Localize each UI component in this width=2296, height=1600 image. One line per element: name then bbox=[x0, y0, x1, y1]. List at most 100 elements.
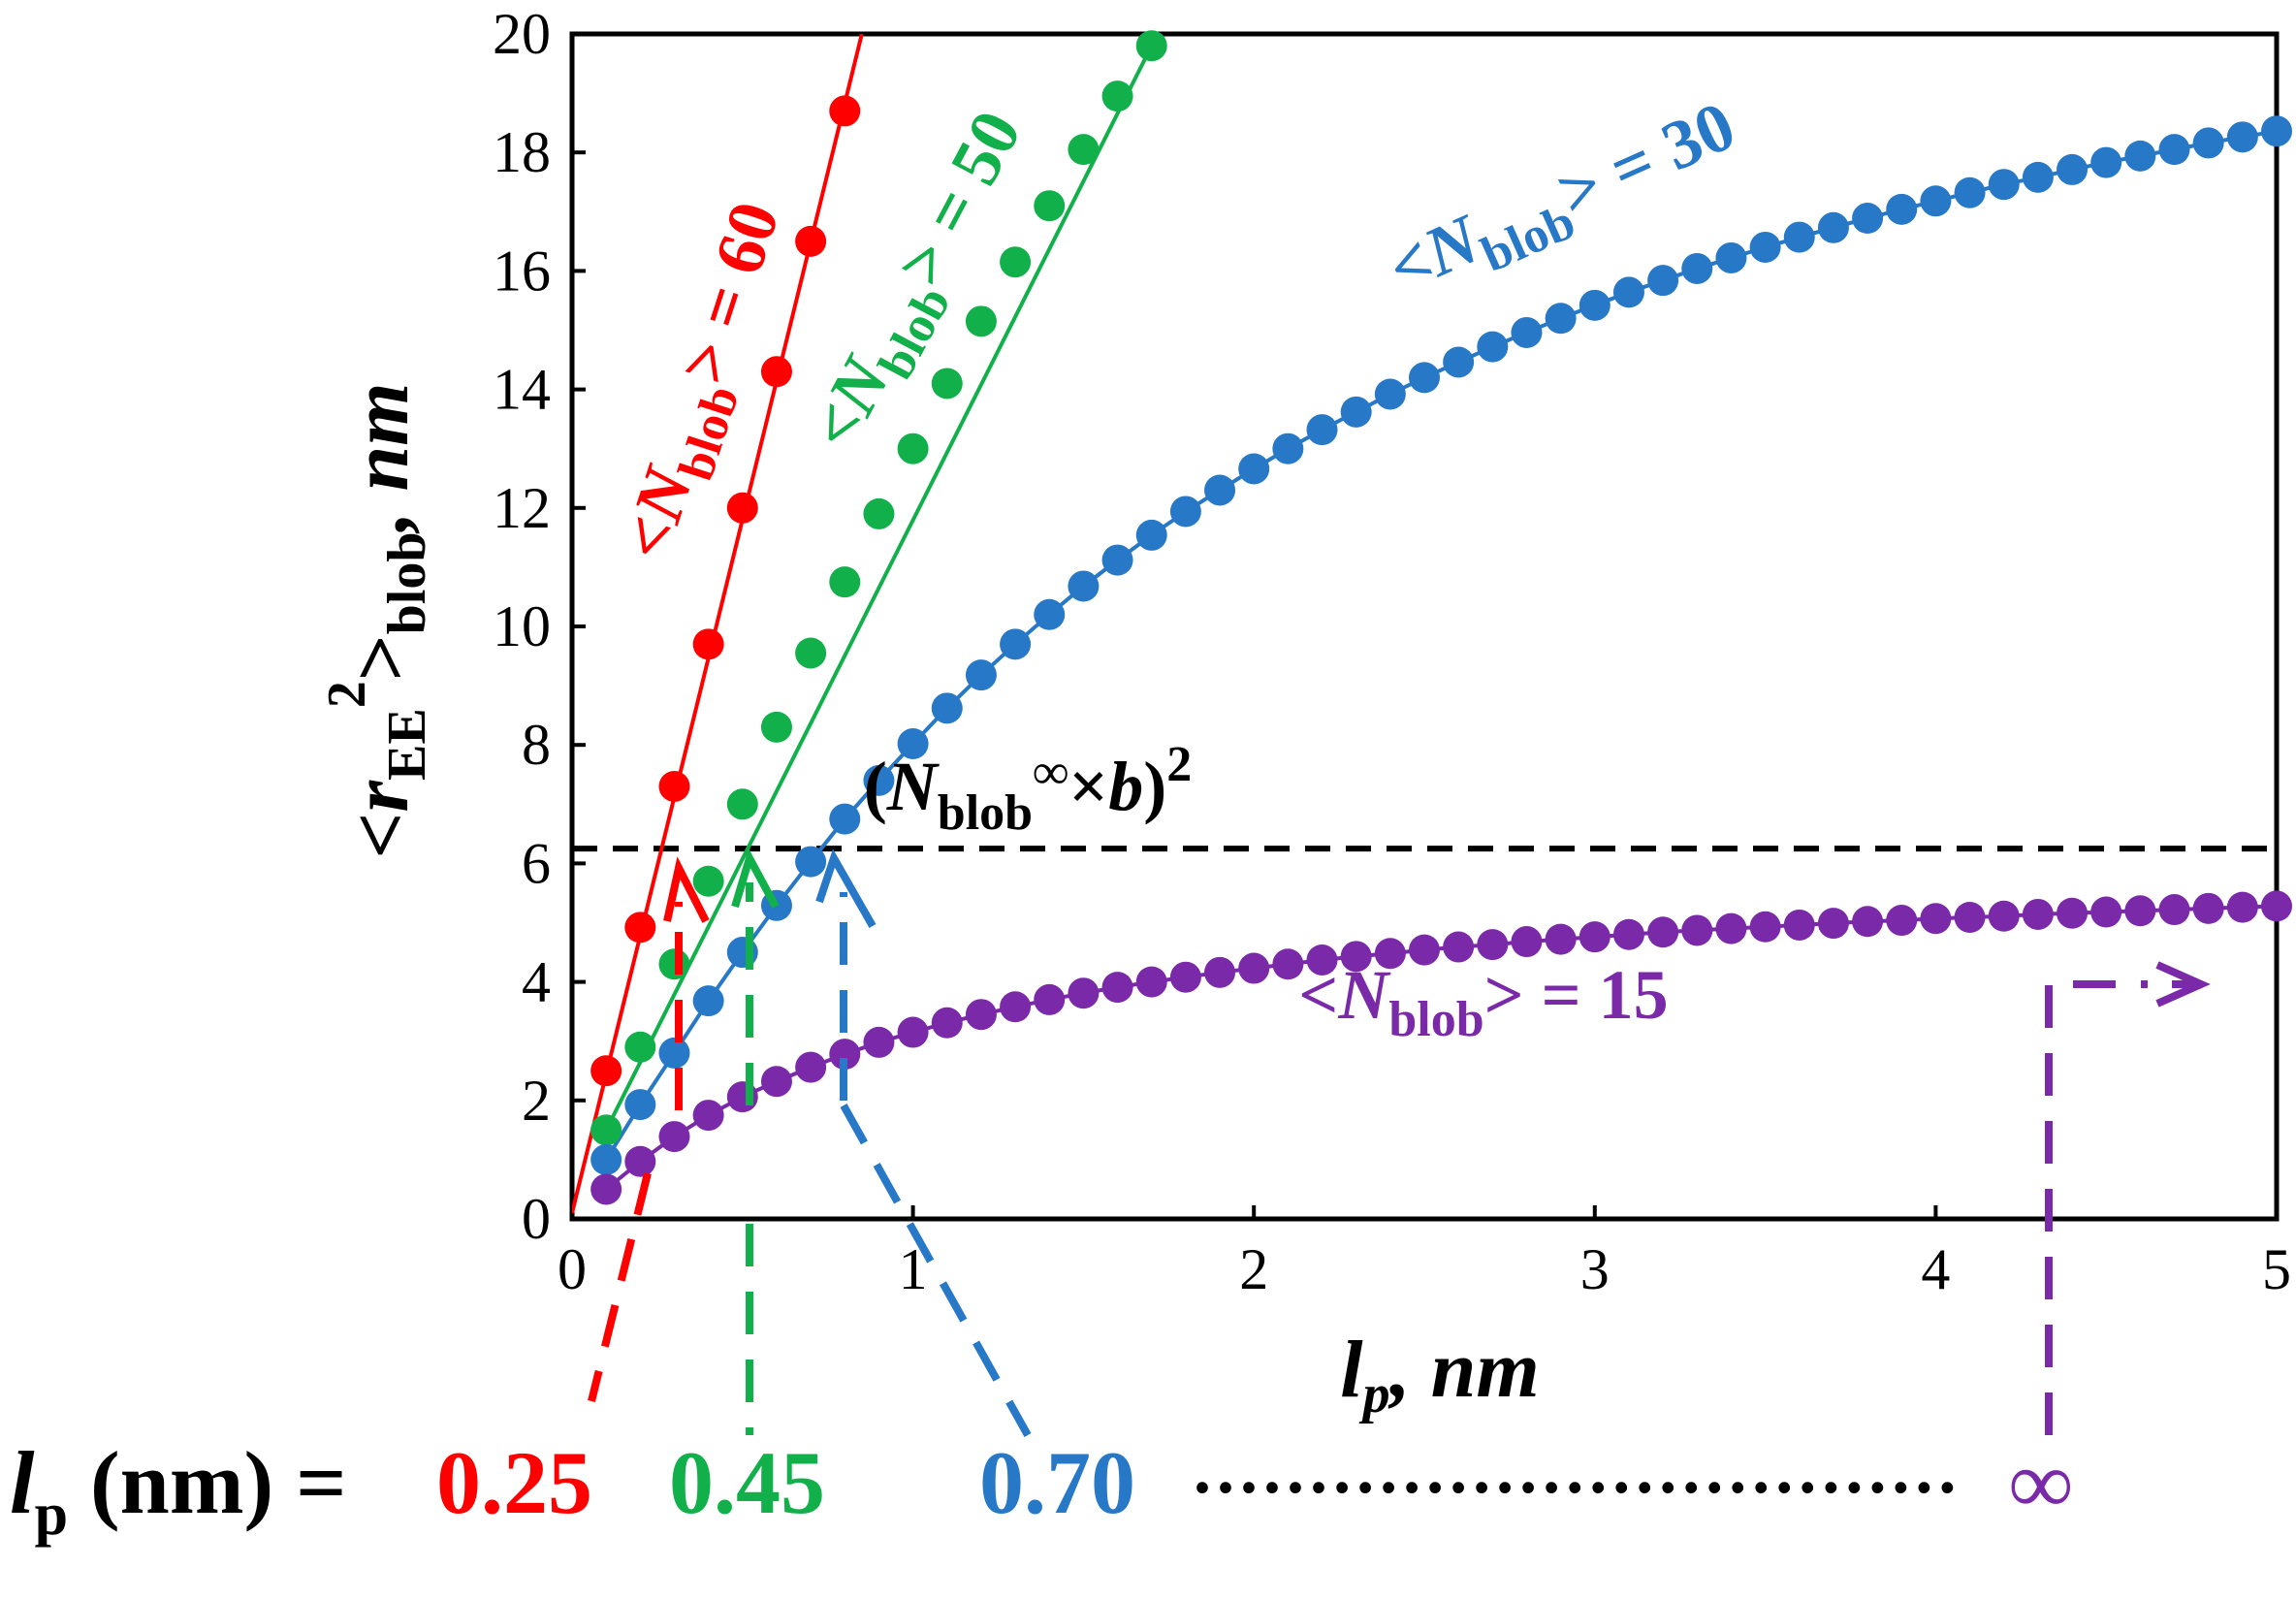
data-point-nblob-60 bbox=[624, 912, 656, 944]
y-tick-label: 14 bbox=[493, 358, 551, 422]
y-tick-label: 4 bbox=[522, 950, 551, 1014]
data-point-nblob-15 bbox=[1578, 921, 1610, 953]
data-point-nblob-30 bbox=[624, 1089, 656, 1121]
data-point-nblob-15 bbox=[2261, 890, 2292, 922]
x-tick-label: 4 bbox=[1921, 1237, 1950, 1301]
data-point-nblob-30 bbox=[1101, 544, 1133, 576]
reference-line-label: (Nblob∞×b)2 bbox=[864, 737, 1192, 841]
data-point-nblob-30 bbox=[2192, 127, 2224, 159]
data-point-nblob-30 bbox=[1988, 169, 2020, 201]
critical-lp-value-red: 0.25 bbox=[436, 1433, 592, 1532]
y-tick-label: 18 bbox=[493, 120, 551, 184]
data-point-nblob-30 bbox=[965, 659, 997, 691]
data-point-nblob-15 bbox=[1238, 952, 1270, 984]
data-point-nblob-50 bbox=[965, 305, 997, 337]
data-point-nblob-60 bbox=[829, 95, 861, 127]
critical-lp-value-green: 0.45 bbox=[669, 1433, 825, 1532]
data-point-nblob-15 bbox=[1545, 923, 1577, 955]
data-point-nblob-30 bbox=[1306, 414, 1338, 446]
data-point-nblob-15 bbox=[1715, 912, 1747, 944]
data-point-nblob-50 bbox=[931, 368, 963, 400]
data-point-nblob-30 bbox=[897, 727, 929, 759]
x-tick-label: 0 bbox=[558, 1237, 587, 1301]
data-point-nblob-60 bbox=[726, 492, 758, 524]
data-point-nblob-15 bbox=[1374, 938, 1406, 970]
data-point-nblob-30 bbox=[1068, 570, 1100, 602]
y-tick-label: 6 bbox=[522, 831, 551, 895]
data-point-nblob-50 bbox=[760, 711, 792, 743]
data-point-nblob-15 bbox=[590, 1173, 622, 1205]
data-point-nblob-30 bbox=[1783, 221, 1815, 253]
data-point-nblob-30 bbox=[795, 846, 827, 878]
data-point-nblob-15 bbox=[1135, 966, 1167, 998]
data-point-nblob-15 bbox=[1477, 929, 1509, 961]
data-point-nblob-15 bbox=[692, 1100, 724, 1132]
data-point-nblob-30 bbox=[1374, 378, 1406, 410]
data-point-nblob-15 bbox=[1852, 906, 1884, 938]
y-tick-label: 8 bbox=[522, 713, 551, 777]
data-point-nblob-30 bbox=[1443, 346, 1475, 378]
data-point-nblob-50 bbox=[624, 1031, 656, 1063]
data-point-nblob-15 bbox=[1101, 972, 1133, 1004]
data-point-nblob-15 bbox=[1443, 931, 1475, 963]
critical-dropline-blue-extension bbox=[840, 1104, 1032, 1437]
data-point-nblob-30 bbox=[2158, 134, 2190, 166]
data-point-nblob-15 bbox=[1169, 961, 1201, 993]
data-point-nblob-15 bbox=[2158, 894, 2190, 926]
y-tick-label: 0 bbox=[522, 1187, 551, 1251]
data-point-nblob-30 bbox=[692, 985, 724, 1017]
data-point-nblob-15 bbox=[1647, 916, 1679, 948]
data-point-nblob-30 bbox=[2124, 140, 2156, 172]
data-point-nblob-30 bbox=[1578, 289, 1610, 321]
data-point-nblob-30 bbox=[1681, 252, 1713, 284]
data-point-nblob-15 bbox=[1612, 918, 1644, 950]
data-point-nblob-30 bbox=[1340, 396, 1372, 428]
data-point-nblob-15 bbox=[863, 1026, 895, 1058]
data-point-nblob-15 bbox=[1000, 991, 1032, 1023]
data-point-nblob-15 bbox=[897, 1016, 929, 1048]
data-point-nblob-15 bbox=[1340, 941, 1372, 973]
data-point-nblob-30 bbox=[2226, 121, 2258, 153]
x-axis-label: lp, nm bbox=[1340, 1325, 1539, 1424]
data-point-nblob-15 bbox=[624, 1145, 656, 1177]
data-point-nblob-15 bbox=[1272, 948, 1304, 980]
data-point-nblob-15 bbox=[1068, 977, 1100, 1009]
data-point-nblob-15 bbox=[2090, 896, 2122, 928]
x-tick-label: 3 bbox=[1580, 1237, 1610, 1301]
data-point-nblob-50 bbox=[863, 497, 895, 529]
data-point-nblob-15 bbox=[1920, 903, 1952, 935]
data-point-nblob-30 bbox=[1034, 598, 1066, 630]
data-point-nblob-50 bbox=[1034, 190, 1066, 222]
data-point-nblob-30 bbox=[1272, 432, 1304, 464]
data-point-nblob-30 bbox=[2057, 153, 2089, 185]
data-point-nblob-15 bbox=[965, 999, 997, 1031]
data-point-nblob-50 bbox=[897, 432, 929, 464]
data-point-nblob-15 bbox=[1306, 944, 1338, 976]
data-point-nblob-50 bbox=[1101, 80, 1133, 112]
data-point-nblob-30 bbox=[1647, 265, 1679, 297]
data-point-nblob-15 bbox=[2226, 891, 2258, 923]
data-point-nblob-15 bbox=[1886, 905, 1918, 937]
data-point-nblob-30 bbox=[1409, 362, 1440, 394]
series-label-nblob-30: <Nblob> = 30 bbox=[1377, 86, 1752, 320]
data-point-nblob-60 bbox=[795, 225, 827, 257]
critical-dropline-red-extension bbox=[588, 1172, 652, 1402]
critical-lp-value-purple: ∞ bbox=[2009, 1433, 2073, 1532]
x-tick-label: 2 bbox=[1239, 1237, 1268, 1301]
critical-dropline-purple bbox=[2045, 980, 2148, 1435]
data-point-nblob-30 bbox=[1545, 303, 1577, 335]
data-point-nblob-30 bbox=[863, 764, 895, 796]
series-line-nblob-50 bbox=[604, 45, 1154, 1132]
y-tick-label: 2 bbox=[522, 1069, 551, 1133]
data-point-nblob-30 bbox=[1817, 211, 1849, 243]
data-point-nblob-30 bbox=[1749, 231, 1781, 263]
x-tick-label: 5 bbox=[2262, 1237, 2291, 1301]
critical-lp-value-blue: 0.70 bbox=[979, 1433, 1135, 1532]
data-point-nblob-15 bbox=[1204, 956, 1236, 988]
data-point-nblob-30 bbox=[1477, 331, 1509, 363]
data-point-nblob-15 bbox=[1749, 911, 1781, 943]
data-point-nblob-50 bbox=[1135, 30, 1167, 62]
annotation-layer bbox=[588, 848, 2211, 1437]
